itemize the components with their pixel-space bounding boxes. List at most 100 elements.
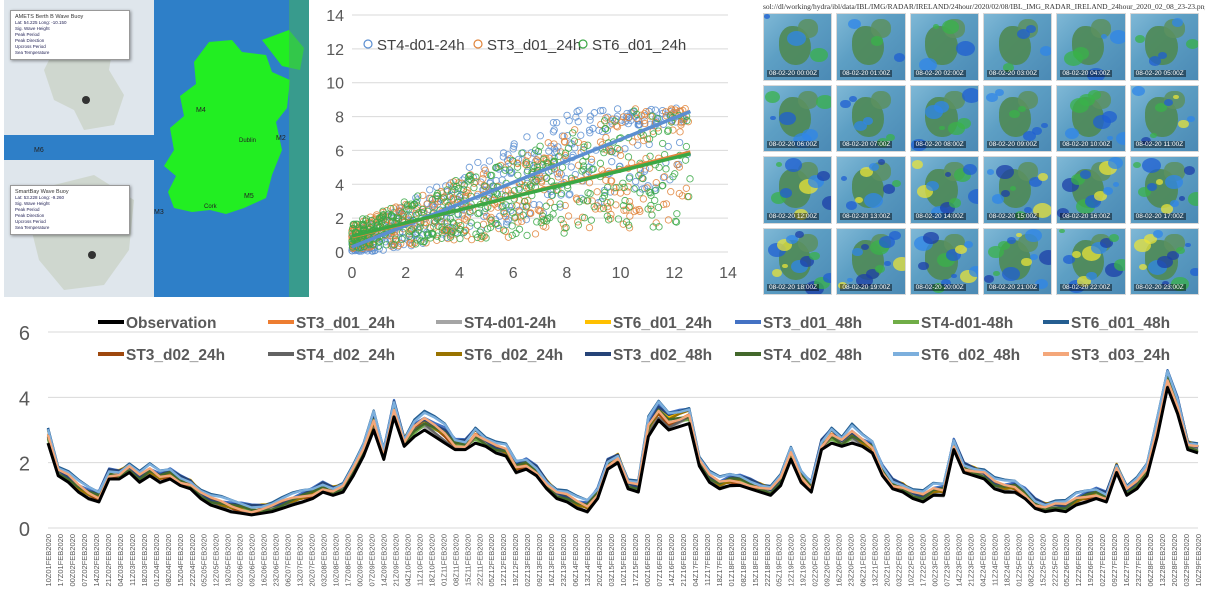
legend-label: ST4-d01-48h (921, 315, 1013, 332)
radar-tile: 08-02-20 12:00Z (763, 156, 833, 224)
legend-label: ST3_d02_48h (613, 347, 712, 364)
scatter-point (664, 216, 673, 224)
scatter-point (466, 222, 474, 230)
radar-rain-cell (1018, 105, 1026, 112)
model-series-line (46, 379, 1199, 514)
scatter-point (417, 237, 425, 245)
scatter-point (599, 204, 608, 213)
scatter-point (452, 182, 461, 191)
scatter-point (382, 241, 391, 249)
x-tick-label: 19Z05FEB2020 (224, 534, 233, 587)
scatter-point (504, 233, 513, 241)
scatter-point (653, 114, 662, 123)
x-tick-label: 21Z23FEB2020 (966, 534, 975, 587)
scatter-point (495, 162, 503, 171)
map-label-m5: M5 (244, 193, 254, 200)
popup-line: Upcross Period (15, 44, 46, 49)
radar-timestamp: 08-02-20 03:00Z (987, 69, 1040, 77)
scatter-point (359, 222, 368, 230)
radar-rain-cell (1157, 52, 1167, 60)
x-tick-label: 23Z06FEB2020 (272, 534, 281, 587)
x-tick-label: 18Z17FEB2020 (715, 534, 724, 587)
radar-timestamp: 08-02-20 02:00Z (913, 69, 966, 77)
radar-rain-cell (1015, 211, 1026, 220)
x-tick-label: 20Z14FEB2020 (595, 534, 604, 587)
scatter-point (503, 220, 511, 229)
scatter-point (513, 163, 522, 171)
scatter-point (671, 217, 680, 226)
scatter-point (527, 182, 535, 191)
radar-rain-cell (925, 181, 939, 192)
popup-line: Sea Temperature (15, 50, 50, 55)
scatter-point (618, 118, 626, 126)
radar-land (1090, 19, 1112, 38)
buoy-marker-icon[interactable] (88, 251, 96, 259)
x-tick-label: 02Z27FEB2020 (1098, 534, 1107, 587)
y-tick-label: 12 (326, 42, 344, 59)
radar-land (1017, 90, 1038, 110)
scatter-point (557, 189, 566, 198)
x-tick-label: 09Z13FEB2020 (535, 534, 544, 587)
scatter-point (606, 121, 614, 129)
scatter-point (649, 223, 657, 231)
scatter-point (593, 202, 601, 210)
scatter-point (601, 188, 609, 196)
scatter-point (461, 226, 470, 235)
scatter-point (512, 202, 521, 210)
x-tick-label: 06Z28FEB2020 (1146, 534, 1155, 587)
radar-rain-cell (1156, 255, 1173, 269)
popup-line: Upcross Period (15, 219, 46, 224)
radar-rain-cell (838, 281, 848, 289)
map-label-cork: Cork (204, 204, 218, 210)
scatter-point (523, 166, 532, 175)
scatter-point (533, 163, 541, 171)
scatter-point (487, 213, 495, 222)
scatter-point (500, 207, 508, 216)
x-tick-label: 18Z03FEB2020 (140, 534, 149, 587)
x-tick-label: 15Z25FEB2020 (1038, 534, 1047, 587)
scatter-point (621, 196, 629, 205)
buoy-map-panel: M4 M6 M3 M5 M2 Dublin Cork AMETS Berth B… (4, 0, 309, 297)
scatter-point (403, 205, 411, 213)
scatter-point (419, 191, 427, 200)
scatter-point (531, 146, 540, 154)
scatter-point (675, 138, 684, 147)
radar-rain-cell (986, 92, 998, 103)
scatter-point (642, 108, 650, 116)
scatter-point (499, 149, 508, 157)
scatter-point (580, 141, 588, 149)
scatter-point (549, 118, 558, 127)
scatter-point (626, 212, 634, 220)
scatter-point (608, 158, 616, 166)
scatter-point (664, 142, 672, 151)
y-tick-label: 4 (19, 388, 30, 410)
x-tick-label: 16Z06FEB2020 (260, 534, 269, 587)
scatter-point (460, 181, 468, 189)
x-tick-label: 05Z12FEB2020 (487, 534, 496, 587)
y-tick-label: 6 (335, 143, 344, 160)
radar-rain-cell (782, 263, 788, 269)
buoy-marker-icon[interactable] (82, 96, 90, 104)
scatter-point (518, 149, 526, 157)
radar-rain-cell (1169, 200, 1179, 208)
scatter-point (485, 157, 494, 165)
scatter-point (403, 201, 412, 209)
scatter-point (499, 226, 508, 234)
scatter-point (453, 229, 461, 237)
scatter-point (349, 220, 357, 229)
radar-rain-cell (841, 176, 848, 181)
scatter-point (561, 201, 569, 210)
radar-rain-cell (795, 230, 804, 238)
scatter-point (515, 185, 523, 194)
x-tick-label: 07Z23FEB2020 (942, 534, 951, 587)
scatter-point (608, 148, 616, 156)
radar-rain-cell (955, 41, 975, 57)
x-tick-label: 22Z11FEB2020 (475, 534, 484, 586)
scatter-point (590, 109, 598, 117)
scatter-point (503, 218, 511, 226)
scatter-point (530, 200, 538, 209)
scatter-point (416, 223, 424, 231)
scatter-point (561, 138, 569, 146)
scatter-point (540, 155, 548, 163)
scatter-point (574, 118, 582, 126)
